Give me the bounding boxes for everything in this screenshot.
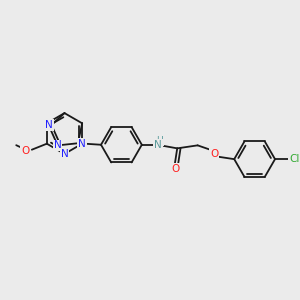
- Text: O: O: [171, 164, 180, 174]
- Text: N: N: [46, 120, 53, 130]
- Text: N: N: [78, 139, 86, 149]
- Text: N: N: [61, 149, 68, 159]
- Text: N: N: [154, 140, 162, 150]
- Text: N: N: [54, 140, 61, 150]
- Text: Cl: Cl: [289, 154, 299, 164]
- Text: H: H: [157, 136, 163, 146]
- Text: O: O: [21, 146, 29, 156]
- Text: O: O: [210, 149, 218, 159]
